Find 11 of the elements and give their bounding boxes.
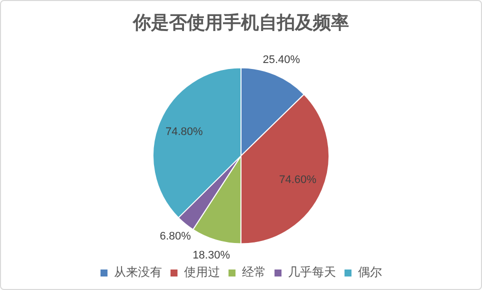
- legend-label: 偶尔: [358, 265, 382, 280]
- data-label: 6.80%: [160, 230, 192, 242]
- legend-label: 几乎每天: [288, 265, 336, 280]
- data-label: 74.60%: [279, 174, 317, 186]
- data-label: 25.40%: [262, 54, 300, 66]
- legend-label: 使用过: [184, 265, 220, 280]
- data-label: 74.80%: [165, 126, 204, 138]
- legend-label: 从来没有: [114, 265, 162, 280]
- chart-title: 你是否使用手机自拍及频率: [132, 12, 349, 34]
- legend-label: 经常: [242, 265, 266, 280]
- data-label: 18.30%: [192, 250, 230, 262]
